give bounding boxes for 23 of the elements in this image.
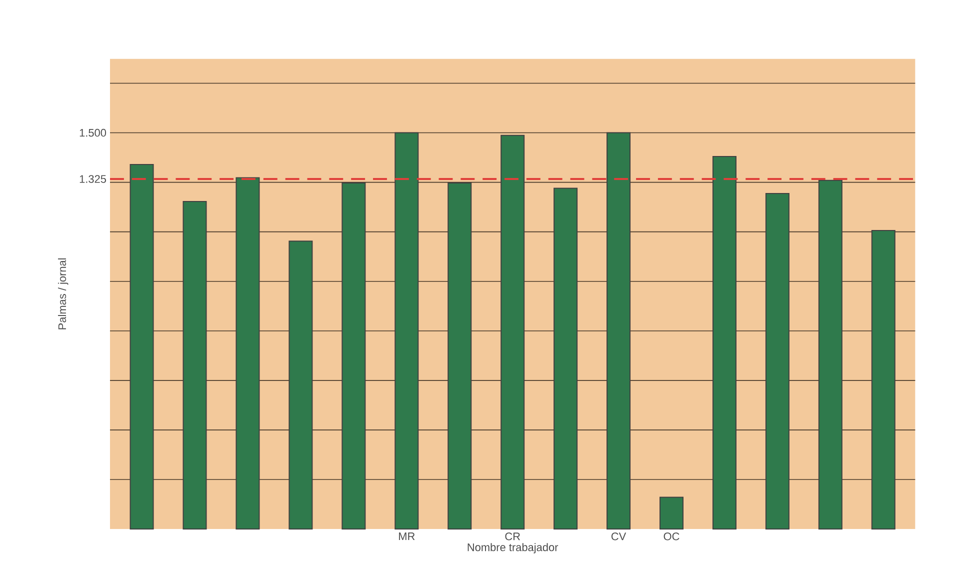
bar	[606, 132, 631, 530]
x-axis-title: Nombre trabajador	[468, 543, 558, 554]
bar	[765, 193, 790, 530]
bar	[712, 156, 736, 530]
bar	[500, 134, 525, 530]
bar	[660, 496, 684, 530]
bar	[871, 230, 896, 530]
bar	[394, 132, 419, 530]
bar	[448, 182, 472, 530]
bar	[342, 182, 366, 530]
x-tick-label: CV	[611, 532, 626, 540]
ref-line-label: 1.325	[80, 175, 106, 183]
x-tick-label: CR	[505, 532, 520, 540]
y-tick-label: 1.500	[80, 128, 106, 137]
bar	[818, 180, 842, 530]
y-axis-title: Palmas / jornal	[58, 258, 68, 330]
x-tick-label: MR	[399, 532, 415, 540]
bar	[182, 200, 207, 530]
bar	[236, 177, 260, 530]
bar	[554, 188, 578, 530]
x-tick-label: OC	[664, 532, 680, 540]
bar	[130, 164, 154, 530]
bar	[288, 240, 313, 530]
